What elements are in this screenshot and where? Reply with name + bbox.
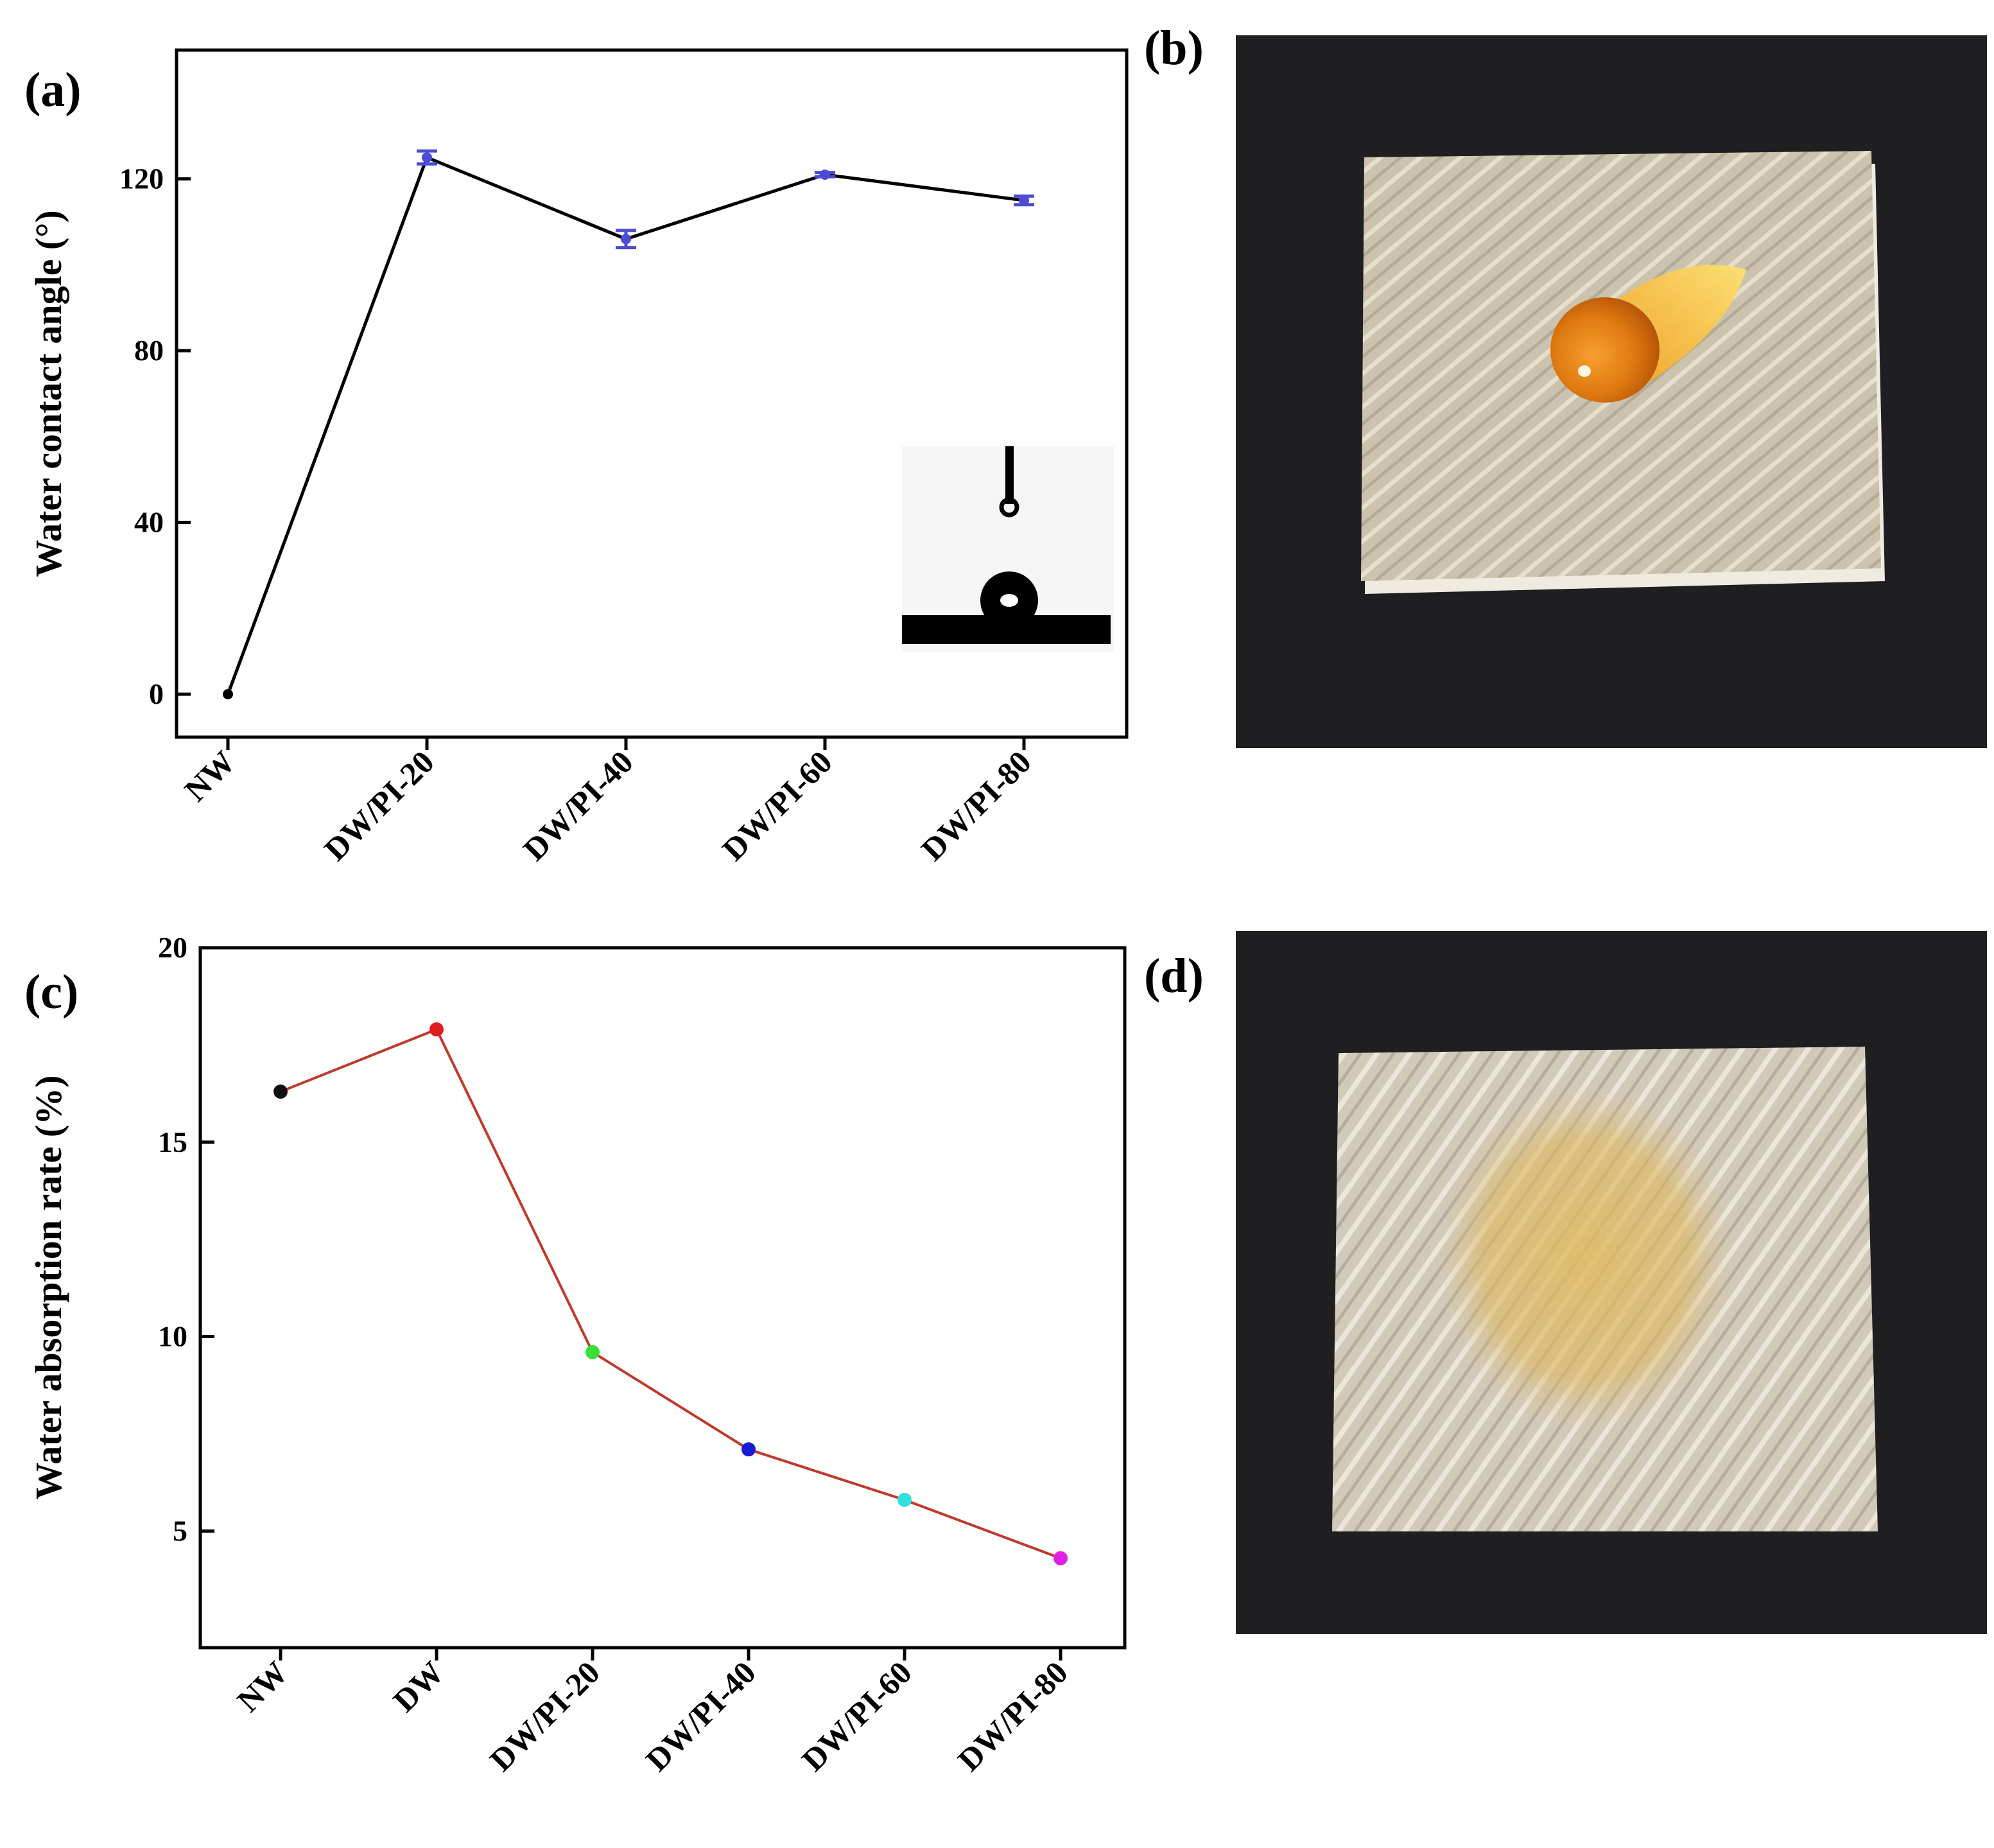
needle-droplet — [999, 497, 1019, 518]
needle — [1005, 446, 1014, 504]
data-point — [223, 689, 233, 700]
panel-label-c: (c) — [24, 965, 78, 1019]
series-points-c — [273, 1022, 1068, 1565]
panel-c-absorption-chart: (c) Water absorption rate (%) 5 10 15 20 NW… — [24, 931, 1127, 1778]
water-stain — [1438, 1085, 1733, 1432]
data-point — [585, 1345, 600, 1359]
y-tick-label: 15 — [158, 1126, 187, 1158]
panel-d-photo: (d) — [1144, 931, 1987, 1634]
panel-b-photo: (b) — [1144, 21, 1987, 748]
water-droplet-orange — [1550, 265, 1746, 403]
y-ticks-c: 5 10 15 20 — [158, 931, 214, 1547]
panel-label-a: (a) — [24, 63, 82, 117]
y-ticks-a: 0 40 80 120 — [119, 162, 191, 710]
panel-a-contact-angle-chart: (a) Water contact angle (°) 0 40 80 120 NW D… — [24, 48, 1129, 867]
series-line-c — [280, 1028, 1061, 1560]
droplet-highlight — [1000, 594, 1018, 607]
y-tick-label: 5 — [173, 1514, 187, 1547]
data-point — [1019, 195, 1029, 206]
x-category-label: DW/PI-60 — [715, 744, 839, 867]
data-point — [741, 1442, 756, 1457]
series-points-a — [223, 149, 1034, 700]
panel-label-b: (b) — [1144, 21, 1204, 75]
substrate — [902, 615, 1111, 644]
panel-label-d: (d) — [1144, 949, 1204, 1003]
x-category-label: DW/PI-20 — [317, 744, 441, 867]
x-category-label: NW — [177, 744, 241, 808]
plot-frame-a — [175, 48, 1129, 739]
contact-angle-inset — [902, 446, 1114, 652]
data-point — [1053, 1551, 1068, 1565]
y-tick-label: 120 — [119, 162, 164, 195]
x-ticks-c: NW DW DW/PI-20 DW/PI-40 DW/PI-60 DW/PI-80 — [230, 1648, 1075, 1778]
data-point — [621, 234, 631, 245]
y-tick-label: 20 — [158, 931, 187, 964]
series-line — [280, 1028, 1061, 1560]
y-tick-label: 0 — [149, 677, 164, 710]
x-ticks-a: NW DW/PI-20 DW/PI-40 DW/PI-60 DW/PI-80 — [177, 737, 1038, 867]
x-category-label: NW — [230, 1654, 294, 1718]
x-category-label: DW/PI-40 — [639, 1654, 763, 1778]
data-point — [273, 1085, 288, 1099]
y-tick-label: 80 — [134, 334, 164, 367]
x-category-label: DW/PI-40 — [516, 744, 640, 867]
x-category-label: DW/PI-20 — [483, 1654, 607, 1778]
data-point — [422, 152, 432, 163]
y-tick-label: 40 — [134, 506, 164, 539]
plot-frame-c — [198, 946, 1127, 1650]
y-axis-title-a: Water contact angle (°) — [28, 210, 69, 577]
x-category-label: DW/PI-80 — [951, 1654, 1075, 1778]
data-point — [820, 169, 830, 180]
x-category-label: DW — [386, 1654, 450, 1718]
x-category-label: DW/PI-60 — [795, 1654, 919, 1778]
data-point — [897, 1492, 912, 1507]
x-category-label: DW/PI-80 — [914, 744, 1038, 867]
y-tick-label: 10 — [158, 1320, 187, 1353]
data-point — [429, 1022, 444, 1037]
y-axis-title-c: Water absorption rate (%) — [28, 1076, 69, 1500]
